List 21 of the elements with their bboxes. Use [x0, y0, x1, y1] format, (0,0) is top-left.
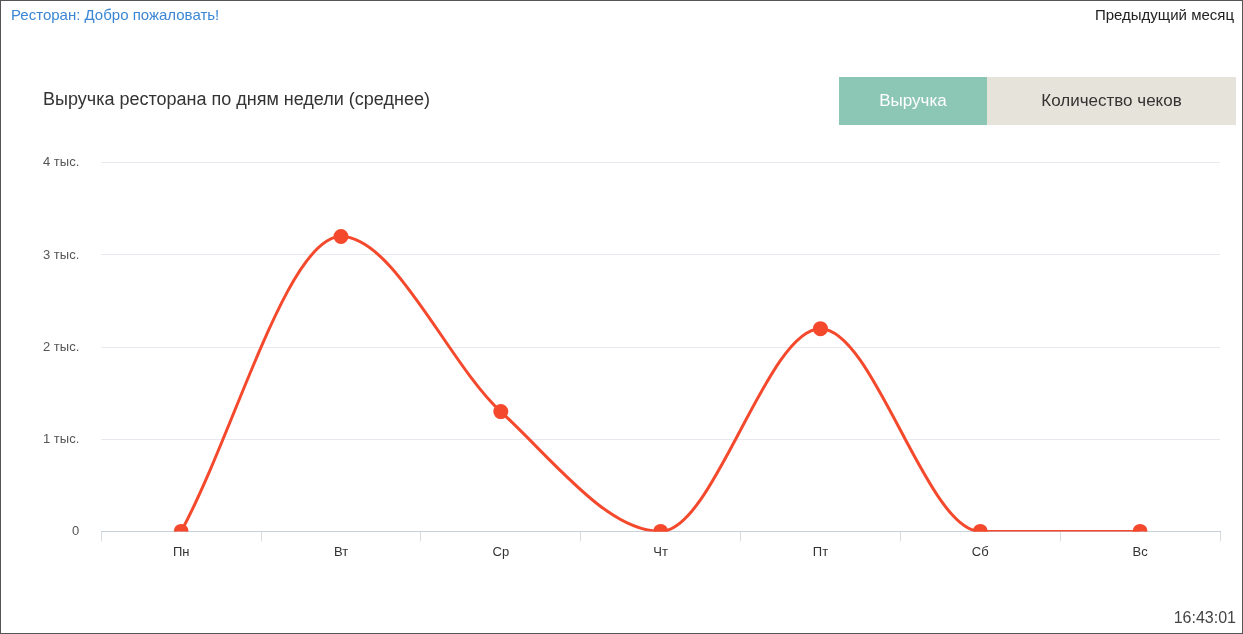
y-tick-label: 4 тыс.	[42, 154, 80, 170]
y-tick-label: 2 тыс.	[42, 338, 80, 354]
text: Ресторан: Добро пожаловать!	[11, 6, 220, 23]
y-tick-label: 1 тыс.	[42, 430, 80, 446]
point	[812, 321, 828, 337]
text: 16:43:01	[1173, 609, 1236, 627]
x-tick-label: Сб	[971, 543, 989, 559]
chart-title: Выручка ресторана по дням недели (среднее)	[43, 89, 430, 110]
x-tick-label: Вс	[1132, 543, 1149, 559]
point	[333, 229, 349, 245]
y-tick-label: 0	[72, 522, 80, 538]
point	[493, 404, 509, 420]
x-tick-label: Пн	[172, 543, 190, 559]
x-tick-label: Вт	[333, 543, 349, 559]
text: Выручка	[839, 77, 987, 125]
x-tick-label: Чт	[653, 543, 668, 559]
text: Количество чеков	[987, 77, 1236, 125]
text: Предыдущий месяц	[1094, 6, 1234, 23]
y-tick-label: 3 тыс.	[42, 246, 80, 262]
x-tick-label: Ср	[492, 543, 510, 559]
x-tick-label: Пт	[812, 543, 829, 559]
